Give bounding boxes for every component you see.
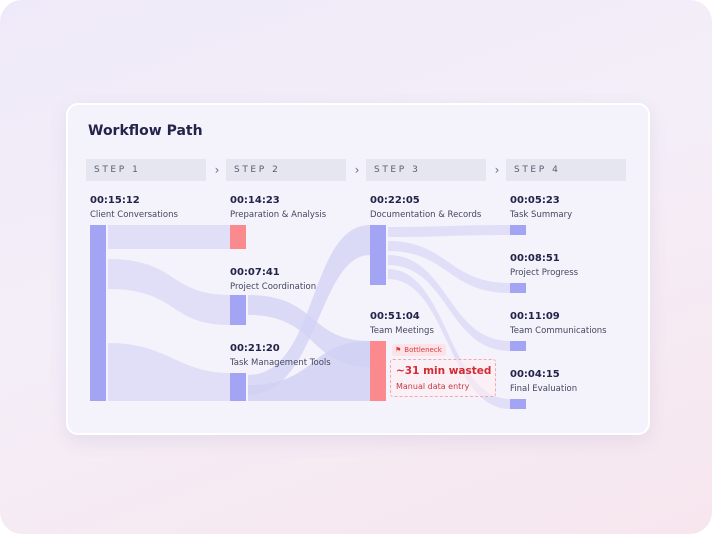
node-label-meetings: Team Meetings xyxy=(370,326,434,336)
step-1-header: STEP 1 xyxy=(86,159,206,181)
link-docs-comms[interactable] xyxy=(388,255,510,351)
node-label-comms: Team Communications xyxy=(510,326,607,336)
waste-headline: ~31 min wasted xyxy=(396,365,492,377)
node-time-summary: 00:05:23 xyxy=(510,195,560,206)
node-time-prep: 00:14:23 xyxy=(230,195,280,206)
node-project-progress[interactable] xyxy=(510,283,526,293)
chevron-right-icon: › xyxy=(354,163,360,177)
node-client-conversations[interactable] xyxy=(90,225,106,401)
node-label-progress: Project Progress xyxy=(510,268,579,278)
step-4-header: STEP 4 xyxy=(506,159,626,181)
node-label-docs: Documentation & Records xyxy=(370,210,482,220)
node-time-docs: 00:22:05 xyxy=(370,195,420,206)
page-title: Workflow Path xyxy=(88,123,203,139)
node-label-coord: Project Coordination xyxy=(230,282,317,292)
node-time-progress: 00:08:51 xyxy=(510,253,560,264)
node-time-coord: 00:07:41 xyxy=(230,267,280,278)
link-taskmgmt-docs[interactable] xyxy=(248,225,370,395)
node-final-evaluation[interactable] xyxy=(510,399,526,409)
node-documentation-records[interactable] xyxy=(370,225,386,285)
node-label-summary: Task Summary xyxy=(510,210,573,220)
flag-icon: ⚑ xyxy=(395,346,402,354)
bottleneck-badge-label: Bottleneck xyxy=(404,346,442,354)
bottleneck-badge: ⚑ Bottleneck xyxy=(392,344,446,356)
node-time-taskmgmt: 00:21:20 xyxy=(230,343,280,354)
node-label-final: Final Evaluation xyxy=(510,384,578,394)
node-project-coordination[interactable] xyxy=(230,295,246,325)
link-client-taskmgmt[interactable] xyxy=(108,343,230,401)
link-client-coord[interactable] xyxy=(108,259,230,325)
node-label-prep: Preparation & Analysis xyxy=(230,210,327,220)
step-2-header: STEP 2 xyxy=(226,159,346,181)
waste-detail: Manual data entry xyxy=(396,382,470,391)
link-docs-progress[interactable] xyxy=(388,241,510,293)
bottleneck-callout: ~31 min wasted Manual data entry xyxy=(390,359,496,397)
node-task-summary[interactable] xyxy=(510,225,526,235)
node-task-management-tools[interactable] xyxy=(230,373,246,401)
node-team-communications[interactable] xyxy=(510,341,526,351)
node-label-taskmgmt: Task Management Tools xyxy=(230,358,331,368)
chevron-right-icon: › xyxy=(494,163,500,177)
link-docs-final[interactable] xyxy=(388,269,510,409)
node-label-client: Client Conversations xyxy=(90,210,178,220)
node-time-final: 00:04:15 xyxy=(510,369,560,380)
node-team-meetings[interactable] xyxy=(370,341,386,401)
node-time-meetings: 00:51:04 xyxy=(370,311,420,322)
node-time-comms: 00:11:09 xyxy=(510,311,560,322)
link-taskmgmt-meetings[interactable] xyxy=(248,341,370,401)
workflow-card: Workflow Path STEP 1 › STEP 2 › STEP 3 ›… xyxy=(66,103,650,435)
step-3-header: STEP 3 xyxy=(366,159,486,181)
sankey-flow xyxy=(90,225,526,409)
link-client-prep[interactable] xyxy=(108,225,230,249)
node-preparation-analysis[interactable] xyxy=(230,225,246,249)
node-time-client: 00:15:12 xyxy=(90,195,140,206)
link-docs-summary[interactable] xyxy=(388,225,510,237)
chevron-right-icon: › xyxy=(214,163,220,177)
